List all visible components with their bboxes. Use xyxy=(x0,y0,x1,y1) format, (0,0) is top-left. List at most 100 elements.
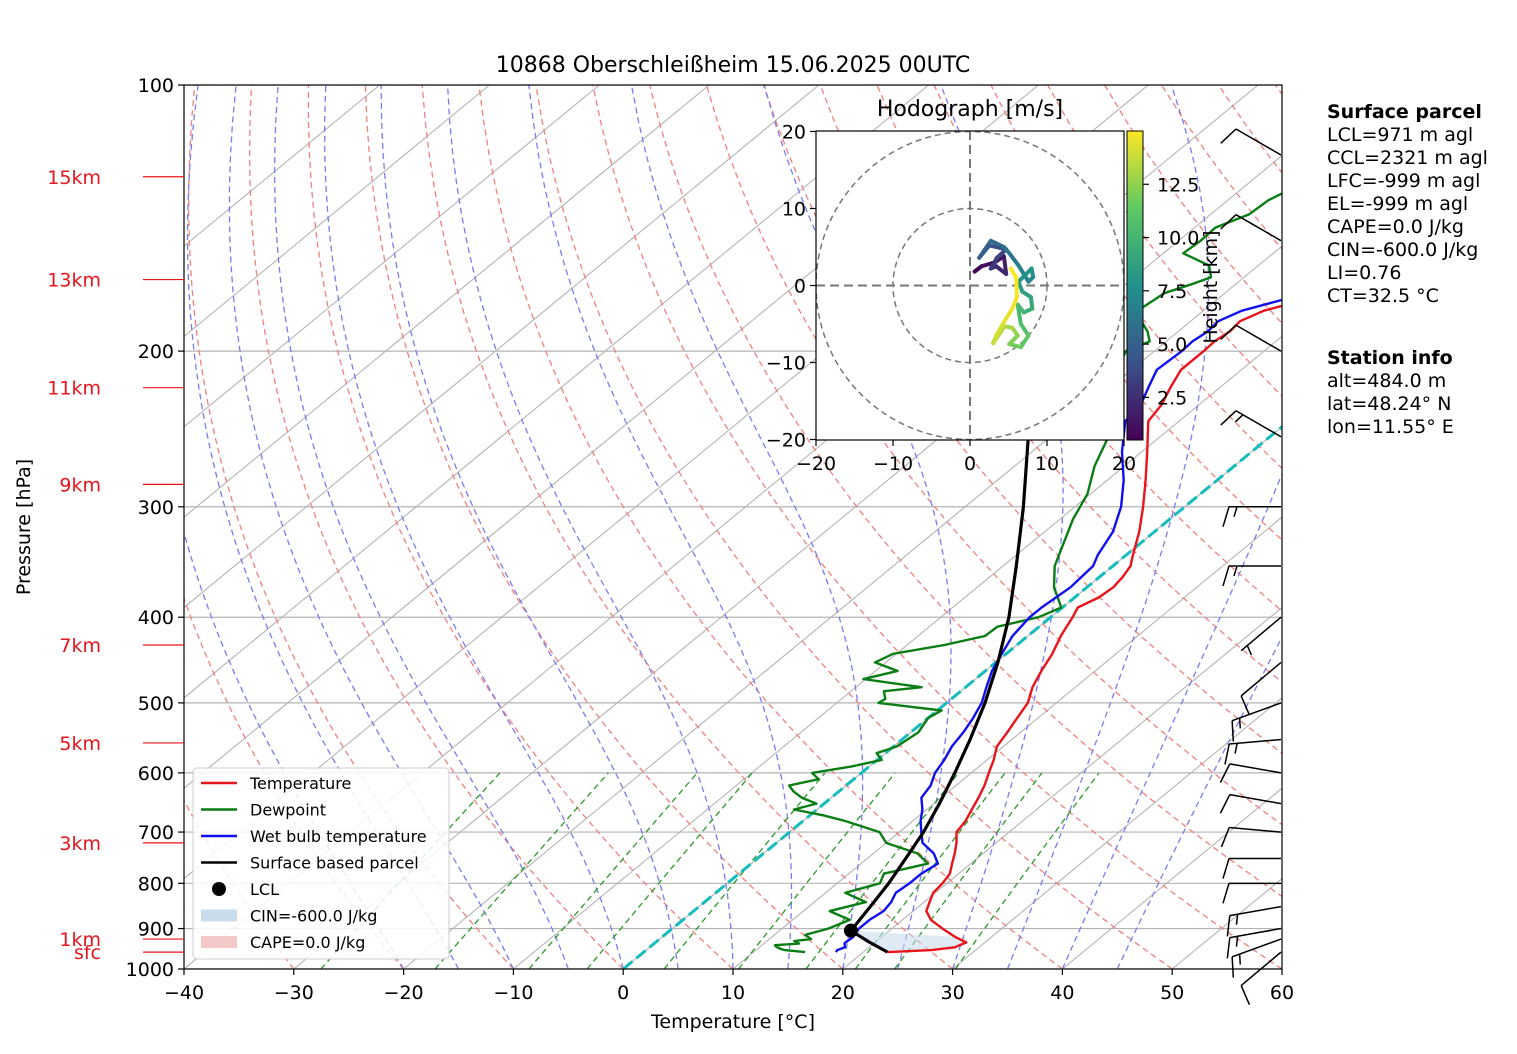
y-tick-label: 1000 xyxy=(126,959,174,981)
height-label: 15km xyxy=(47,167,101,189)
mixing-ratio-line xyxy=(586,772,753,969)
wind-barb-feather xyxy=(1220,214,1237,230)
hodograph-segment xyxy=(1008,266,1019,280)
wind-barb-staff xyxy=(1229,905,1282,917)
wind-barb-feather xyxy=(1233,565,1238,577)
wind-barb-feather xyxy=(1240,695,1251,716)
wind-barb-feather xyxy=(1226,937,1231,959)
legend-label: Temperature xyxy=(249,774,351,793)
moist-adiabat-line xyxy=(1006,85,1210,969)
hodograph-x-tick-label: −10 xyxy=(873,453,913,475)
dry-adiabat-line xyxy=(478,85,1063,969)
wind-barb-feather xyxy=(1235,936,1239,947)
isotherm-line xyxy=(184,85,600,428)
hodograph-segment xyxy=(1010,295,1019,311)
parcel-info-line: EL=-999 m agl xyxy=(1327,193,1469,215)
x-tick-label: 20 xyxy=(831,982,855,1004)
height-label: sfc xyxy=(74,942,101,964)
parcel-info-line: CIN=-600.0 J/kg xyxy=(1327,239,1479,261)
lcl-marker xyxy=(843,923,858,938)
hodograph-segment xyxy=(994,264,1009,276)
wind-barb-staff xyxy=(1229,826,1282,833)
wind-barb-feather xyxy=(1219,763,1231,783)
mixing-ratio-line xyxy=(954,772,1100,969)
wind-barb-feather xyxy=(1219,794,1231,814)
axes: −40 −30 −20 −10 0 10 20 30 40 50 60100200300400500… xyxy=(47,75,1294,1004)
dry-adiabat-line xyxy=(188,85,514,969)
isotherm-line xyxy=(952,697,1282,969)
colorbar-tick-label: 5.0 xyxy=(1157,334,1187,356)
temperature-line xyxy=(887,304,1282,954)
wind-barb-feather xyxy=(1231,720,1235,742)
colorbar-label: Height [km] xyxy=(1200,230,1222,343)
hodograph-segment xyxy=(977,238,993,260)
x-tick-label: 60 xyxy=(1270,982,1294,1004)
legend-label: Wet bulb temperature xyxy=(250,827,427,846)
colorbar-tick-label: 12.5 xyxy=(1157,174,1199,196)
hodograph-x-tick-label: 20 xyxy=(1112,453,1136,475)
wind-barb-feather xyxy=(1240,985,1251,1006)
hodograph-x-tick-label: −20 xyxy=(796,453,836,475)
hodograph-segment xyxy=(1001,254,1009,276)
wind-barbs xyxy=(1219,128,1282,1006)
moist-adiabat-line xyxy=(630,85,864,969)
hodograph-y-tick-label: 0 xyxy=(794,276,806,298)
dry-adiabat-line xyxy=(535,85,1173,969)
dry-adiabat-line xyxy=(364,85,844,969)
station-info-box: Station info alt=484.0 m lat=48.24° N lo… xyxy=(1327,347,1454,439)
isotherm-line xyxy=(184,85,930,699)
moist-adiabat-line xyxy=(228,85,514,969)
moist-adiabat-line xyxy=(274,85,569,969)
wind-barb xyxy=(1224,738,1282,765)
station-info-heading: Station info xyxy=(1327,347,1453,369)
x-tick-label: −20 xyxy=(384,982,424,1004)
wind-barb xyxy=(1219,763,1282,783)
x-tick-label: −30 xyxy=(274,982,314,1004)
wind-barb-feather xyxy=(1234,743,1238,754)
dry-adiabat-line xyxy=(248,85,624,969)
wind-barb xyxy=(1222,506,1281,527)
y-tick-label: 400 xyxy=(138,607,174,629)
colorbar-tick-label: 7.5 xyxy=(1157,281,1187,303)
legend-box xyxy=(192,767,450,960)
legend-swatch xyxy=(201,936,237,948)
wind-barb xyxy=(1231,938,1282,978)
colorbar-tick-label: 10.0 xyxy=(1157,228,1199,250)
mixing-ratio-line xyxy=(434,772,609,969)
isotherm-line xyxy=(293,154,1282,969)
legend-label: Surface based parcel xyxy=(250,854,419,873)
mixing-ratio-line xyxy=(528,772,698,969)
station-info-line: alt=484.0 m xyxy=(1327,370,1447,392)
wind-barb xyxy=(1220,128,1282,156)
hodograph-x-tick-label: 10 xyxy=(1035,453,1059,475)
moist-adiabat-line xyxy=(446,85,734,969)
wind-barb-feather xyxy=(1226,915,1231,937)
wind-barb-staff xyxy=(1229,793,1282,805)
wind-barb-feather xyxy=(1220,128,1237,144)
x-tick-label: 30 xyxy=(941,982,965,1004)
legend-label: LCL xyxy=(250,880,279,899)
hodograph-segment xyxy=(1015,302,1023,326)
hodograph-y-tick-label: 20 xyxy=(782,122,806,144)
legend-label: CIN=-600.0 J/kg xyxy=(250,907,377,926)
x-tick-label: 50 xyxy=(1160,982,1184,1004)
hodograph-title: Hodograph [m/s] xyxy=(877,97,1063,122)
parcel-info-line: CCL=2321 m agl xyxy=(1327,147,1488,169)
isotherm-line xyxy=(513,335,1282,969)
hodograph-segment xyxy=(994,318,1007,338)
wind-barb xyxy=(1240,616,1282,656)
parcel-info-line: CAPE=0.0 J/kg xyxy=(1327,216,1464,238)
wind-barb-feather xyxy=(1235,914,1239,925)
wind-barb xyxy=(1226,905,1282,937)
wind-barb xyxy=(1220,324,1282,352)
wind-barb-feather xyxy=(1220,324,1237,340)
hodograph: Hodograph [m/s] −20−20 −10 −10 0 0 10 10 20 20 2.5… xyxy=(766,97,1222,475)
hodograph-segment xyxy=(1014,275,1019,300)
isotherm-line xyxy=(732,516,1282,969)
wind-barb-staff xyxy=(1235,214,1282,242)
station-info-line: lon=11.55° E xyxy=(1327,416,1454,438)
wind-barb xyxy=(1231,702,1282,742)
wind-barb xyxy=(1220,410,1282,438)
wind-barb-feather xyxy=(1224,743,1230,765)
wind-barb-staff xyxy=(1235,410,1282,438)
